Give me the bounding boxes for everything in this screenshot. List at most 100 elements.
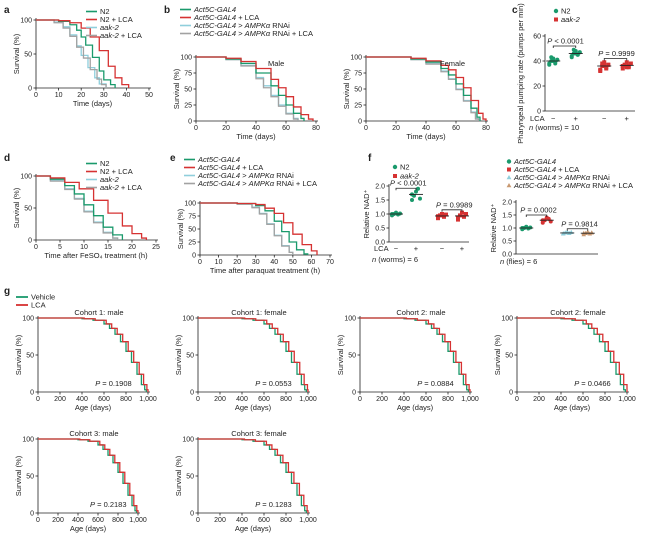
panel-label-d: d — [4, 153, 10, 164]
data-point — [604, 66, 609, 71]
y-tick-label: 25 — [184, 102, 192, 109]
axis-lines — [516, 316, 629, 393]
cohort-title: Cohort 2: male — [396, 308, 445, 317]
x-tick-label: 40 — [252, 125, 260, 132]
legend-label: aak-2 — [100, 23, 120, 32]
data-point — [410, 198, 414, 202]
x-tick-label: 40 — [270, 259, 278, 266]
legend-label: Act5C-GAL4 > AMPKα RNAi + LCA — [193, 29, 313, 38]
x-tick-label: 20 — [128, 244, 136, 251]
panel-g-chart: 0 50 100 0 200 400 600 800 1,000 Age (days) Surviv… — [336, 308, 479, 412]
cohort-title: Cohort 1: male — [74, 308, 123, 317]
y-tick-label: 25 — [188, 239, 196, 246]
data-point — [569, 55, 574, 60]
lca-condition: − — [602, 114, 607, 123]
y-axis-label: Survival (%) — [342, 68, 351, 109]
legend-swatch — [554, 17, 558, 22]
y-tick-label: 50 — [188, 226, 196, 233]
series-line — [36, 175, 124, 240]
y-tick-label: 0.5 — [502, 238, 512, 245]
legend-label: Vehicle — [31, 293, 55, 302]
data-point — [549, 55, 554, 60]
x-tick-label: 40 — [422, 125, 430, 132]
y-tick-label: 100 — [22, 436, 34, 443]
legend-label: N2 + LCA — [100, 15, 133, 24]
y-axis-label: Relative NAD⁺ — [489, 203, 498, 252]
y-tick-label: 0.0 — [375, 239, 385, 246]
y-axis-label: Survival (%) — [176, 208, 185, 249]
data-point — [620, 66, 625, 71]
panel-c-chart: 0 20 40 60 Pharyngeal pumping rate (pumps pe… — [516, 3, 635, 144]
data-point — [624, 60, 629, 65]
x-tick-label: 60 — [308, 259, 316, 266]
x-tick-label: 800 — [442, 396, 454, 403]
data-point — [398, 211, 402, 216]
data-point — [585, 229, 591, 234]
n-label: n (worms) = 10 — [529, 123, 579, 132]
x-tick-label: 20 — [233, 259, 241, 266]
data-point — [628, 61, 633, 66]
x-tick-label: 50 — [145, 92, 153, 99]
x-tick-label: 600 — [577, 396, 589, 403]
panel-e-chart: 0 25 50 75 100 0 10 20 30 40 50 60 70 Time after para… — [176, 200, 334, 275]
data-point — [456, 217, 460, 222]
x-tick-label: 0 — [196, 517, 200, 524]
panel-f-fly-chart: 0.0 0.5 1.0 1.5 2.0 Relative NAD⁺ P = 0.0002 P … — [489, 199, 598, 266]
y-tick-label: 60 — [533, 33, 541, 40]
panel-b-female-title: Female — [440, 59, 465, 68]
y-tick-label: 100 — [182, 436, 194, 443]
p-value: P = 0.9814 — [561, 219, 598, 228]
x-tick-label: 80 — [482, 125, 490, 132]
y-tick-label: 0 — [192, 252, 196, 259]
lca-condition: − — [440, 244, 445, 253]
legend-label: aak-2 — [561, 15, 581, 24]
x-tick-label: 10 — [55, 92, 63, 99]
sig-bracket — [525, 214, 548, 217]
lca-condition: + — [574, 114, 579, 123]
y-axis-label: Relative NAD⁺ — [362, 189, 371, 238]
x-tick-label: 0 — [194, 125, 198, 132]
y-tick-label: 100 — [22, 315, 34, 322]
y-tick-label: 0 — [188, 118, 192, 125]
y-tick-label: 0 — [352, 389, 356, 396]
y-tick-label: 25 — [354, 102, 362, 109]
x-tick-label: 0 — [196, 396, 200, 403]
series-line — [200, 202, 309, 255]
legend-label: N2 — [100, 7, 110, 16]
y-tick-label: 0 — [30, 510, 34, 517]
y-tick-label: 0 — [28, 85, 32, 92]
y-tick-label: 50 — [186, 473, 194, 480]
y-tick-label: 1.5 — [375, 197, 385, 204]
legend-label: N2 + LCA — [100, 167, 133, 176]
panel-d-chart: 0 50 100 0 5 10 15 20 25 Time after FeSO₄ treatme… — [12, 173, 160, 260]
x-tick-label: 70 — [326, 259, 334, 266]
y-tick-label: 0 — [509, 389, 513, 396]
panel-a-chart: 0 50 100 0 10 20 30 40 50 Time (days) Survival (%) — [12, 17, 153, 108]
x-tick-label: 400 — [555, 396, 567, 403]
x-axis-label: Time after paraquat treatment (h) — [210, 266, 321, 275]
n-label: n (flies) = 6 — [500, 257, 537, 266]
y-tick-label: 50 — [348, 352, 356, 359]
series-line — [38, 317, 147, 392]
y-tick-label: 100 — [350, 54, 362, 61]
data-point — [598, 69, 603, 73]
y-tick-label: 50 — [505, 352, 513, 359]
legend-label: Act5C-GAL4 — [513, 157, 556, 166]
y-tick-label: 0 — [358, 118, 362, 125]
x-axis-label: Time (days) — [73, 99, 113, 108]
y-tick-label: 100 — [182, 315, 194, 322]
x-axis-label: Time (days) — [236, 132, 276, 141]
y-axis-label: Survival (%) — [174, 334, 183, 375]
p-value: P < 0.0001 — [547, 37, 584, 46]
panel-b-male-title: Male — [268, 59, 284, 68]
x-tick-label: 1,000 — [299, 396, 317, 403]
series-line — [198, 438, 309, 513]
y-tick-label: 50 — [354, 86, 362, 93]
y-tick-label: 50 — [184, 86, 192, 93]
y-tick-label: 2.0 — [502, 199, 512, 206]
y-tick-label: 75 — [184, 70, 192, 77]
